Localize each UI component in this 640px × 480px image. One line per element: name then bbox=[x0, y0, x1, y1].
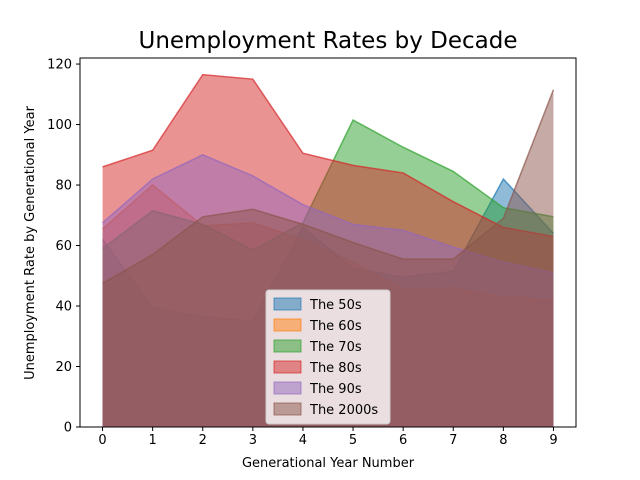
y-tick-label: 40 bbox=[55, 300, 72, 315]
plot-frame bbox=[79, 57, 577, 428]
legend-label: The 90s bbox=[309, 382, 362, 397]
chart-title: Unemployment Rates by Decade bbox=[138, 28, 517, 54]
legend-swatch bbox=[273, 318, 302, 332]
x-tick-label: 7 bbox=[449, 433, 457, 448]
legend-swatch bbox=[273, 339, 302, 353]
legend-label: The 50s bbox=[309, 298, 362, 313]
x-tick-label: 0 bbox=[98, 433, 106, 448]
x-axis-ticks: 0 1 2 3 4 5 6 7 8 9 bbox=[98, 427, 558, 448]
legend-label: The 80s bbox=[309, 361, 362, 376]
legend-swatch bbox=[273, 402, 302, 416]
x-tick-label: 8 bbox=[499, 433, 507, 448]
x-axis-label: Generational Year Number bbox=[242, 456, 415, 471]
legend-label: The 70s bbox=[309, 340, 362, 355]
x-tick-label: 2 bbox=[199, 433, 207, 448]
area-line-series-5 bbox=[102, 89, 555, 284]
y-tick-label: 0 bbox=[64, 421, 72, 436]
x-tick-label: 4 bbox=[299, 433, 307, 448]
y-axis-ticks: 0 20 40 60 80 100 120 bbox=[47, 58, 80, 436]
x-tick-label: 1 bbox=[149, 433, 157, 448]
legend-label: The 60s bbox=[309, 319, 362, 334]
x-tick-label: 3 bbox=[249, 433, 257, 448]
y-axis-label: Unemployment Rate by Generational Year bbox=[23, 105, 38, 379]
y-tick-label: 80 bbox=[55, 179, 72, 194]
legend: The 50s The 60s The 70s The 80s The 90s The 2… bbox=[265, 289, 391, 425]
legend-swatch bbox=[273, 360, 302, 374]
legend-swatch bbox=[273, 381, 302, 395]
area-line-series-3 bbox=[102, 73, 554, 238]
legend-swatch bbox=[273, 297, 302, 311]
y-tick-label: 20 bbox=[55, 360, 72, 375]
area-fill-series-5 bbox=[102, 89, 554, 427]
x-tick-label: 6 bbox=[399, 433, 407, 448]
y-tick-label: 100 bbox=[47, 118, 72, 133]
x-tick-label: 5 bbox=[349, 433, 357, 448]
legend-label: The 2000s bbox=[309, 403, 378, 418]
x-tick-label: 9 bbox=[549, 433, 557, 448]
y-tick-label: 60 bbox=[55, 239, 72, 254]
y-tick-label: 120 bbox=[47, 58, 72, 73]
